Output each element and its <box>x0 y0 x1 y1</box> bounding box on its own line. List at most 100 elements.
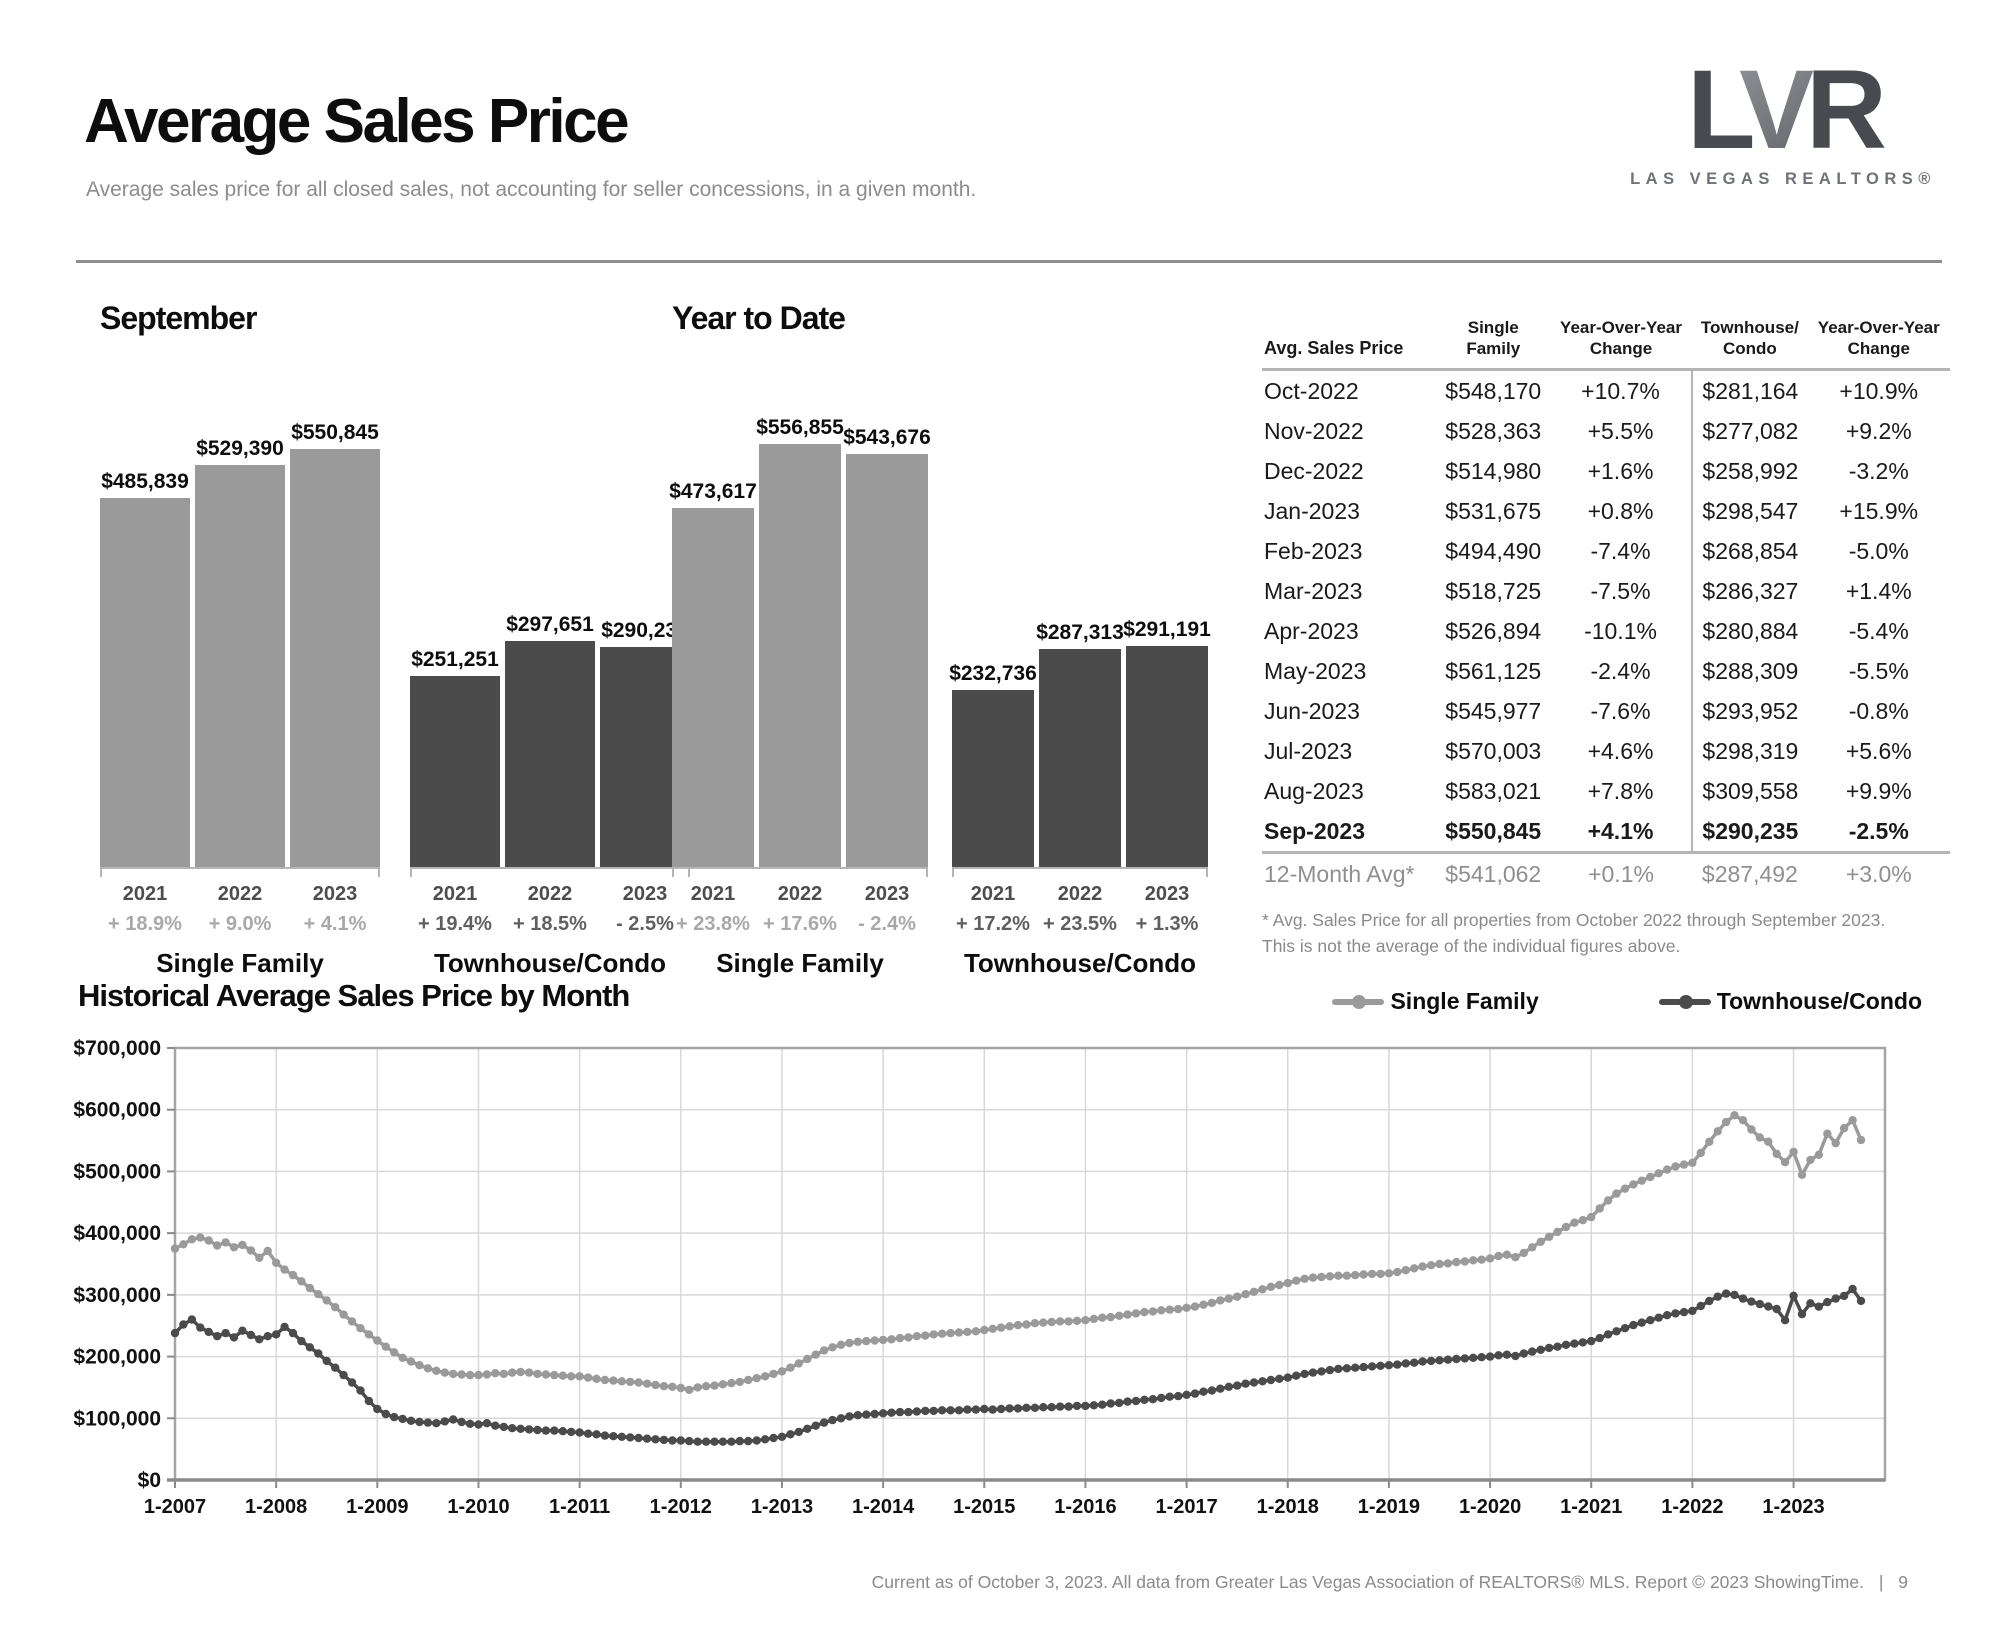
data-point-single-family <box>533 1369 542 1379</box>
cell-th-chg: +9.9% <box>1845 777 1912 804</box>
data-point-single-family <box>1401 1266 1411 1275</box>
data-point-townhouse-condo <box>533 1425 542 1435</box>
data-point-townhouse-condo <box>1789 1291 1798 1300</box>
cell-th: $288,309 <box>1691 651 1808 692</box>
data-point-townhouse-condo <box>769 1433 778 1443</box>
axis-bracket <box>672 867 928 877</box>
bar-single-family-2023 <box>290 449 380 867</box>
data-point-townhouse-condo <box>1367 1362 1377 1371</box>
bar-townhouse-condo-2022 <box>505 641 595 867</box>
data-point-single-family <box>626 1377 635 1387</box>
data-point-townhouse-condo <box>1258 1377 1267 1386</box>
data-point-townhouse-condo <box>491 1421 500 1430</box>
data-point-townhouse-condo <box>862 1410 871 1419</box>
cell-th: $293,952 <box>1691 691 1808 732</box>
cell-sf: $514,980 <box>1445 457 1542 484</box>
data-point-townhouse-condo <box>567 1427 576 1437</box>
bar-townhouse-condo-2021 <box>952 690 1034 867</box>
data-point-single-family <box>971 1327 981 1336</box>
bar-value-label: $287,313 <box>1036 621 1124 644</box>
legend-item-single-family: Single Family <box>1332 988 1539 1015</box>
data-point-single-family <box>1030 1319 1040 1328</box>
data-point-townhouse-condo <box>1157 1393 1166 1403</box>
data-point-single-family <box>1528 1243 1537 1252</box>
yoy-change-label: - 2.4% <box>858 913 916 935</box>
data-point-townhouse-condo <box>322 1356 331 1366</box>
cell-sf-chg: +0.1% <box>1588 860 1654 887</box>
change-labels-row: + 18.9% + 9.0% + 4.1% <box>100 913 380 936</box>
data-point-single-family <box>1258 1285 1267 1294</box>
data-point-townhouse-condo <box>1452 1354 1461 1364</box>
cell-th: $298,319 <box>1691 731 1808 772</box>
x-axis-label: 1-2020 <box>1459 1496 1521 1518</box>
page-number: 9 <box>1898 1572 1908 1592</box>
data-point-townhouse-condo <box>1351 1363 1360 1372</box>
data-point-single-family <box>1856 1135 1866 1145</box>
data-point-single-family <box>179 1240 188 1249</box>
cell-th-chg: +5.6% <box>1845 737 1912 764</box>
data-point-townhouse-condo <box>1047 1403 1056 1412</box>
bar-value-label: $485,839 <box>101 470 189 493</box>
cell-month: May-2023 <box>1264 657 1367 684</box>
data-point-single-family <box>238 1240 247 1250</box>
data-point-single-family <box>390 1348 399 1357</box>
yoy-change-label: + 4.1% <box>303 913 367 935</box>
cell-sf: $528,363 <box>1445 417 1542 444</box>
data-point-townhouse-condo <box>887 1408 896 1417</box>
data-point-townhouse-condo <box>1055 1402 1065 1411</box>
yoy-change-label: + 17.6% <box>763 913 837 935</box>
data-point-single-family <box>668 1382 677 1391</box>
data-point-single-family <box>1772 1149 1781 1159</box>
bar-column-2021: $485,839 <box>100 470 190 867</box>
data-point-townhouse-condo <box>1224 1382 1234 1391</box>
data-point-single-family <box>491 1369 500 1378</box>
data-point-townhouse-condo <box>1401 1359 1411 1368</box>
data-point-townhouse-condo <box>170 1328 180 1338</box>
line-chart-legend: Single Family Townhouse/Condo <box>1332 988 1922 1015</box>
september-chart-title: September <box>100 300 257 336</box>
cell-th: $309,558 <box>1691 771 1808 812</box>
table-row-jun-2023: Jun-2023 $545,977 -7.6% $293,952 -0.8% <box>1262 691 1950 732</box>
data-point-single-family <box>1233 1292 1242 1301</box>
x-axis-label: 1-2011 <box>549 1496 610 1518</box>
data-point-townhouse-condo <box>474 1420 483 1429</box>
data-point-single-family <box>1797 1170 1807 1179</box>
cell-th-chg: +1.4% <box>1845 577 1912 604</box>
data-point-townhouse-condo <box>1384 1361 1394 1370</box>
cell-sf: $541,062 <box>1445 860 1542 887</box>
data-point-single-family <box>558 1371 567 1380</box>
data-point-townhouse-condo <box>1376 1361 1385 1370</box>
page-title: Average Sales Price <box>84 87 630 156</box>
data-point-single-family <box>836 1340 846 1349</box>
data-point-townhouse-condo <box>1502 1350 1512 1359</box>
data-point-single-family <box>1595 1204 1604 1213</box>
x-axis-label: 1-2021 <box>1560 1496 1622 1518</box>
data-point-townhouse-condo <box>575 1428 584 1437</box>
bar-value-label: $251,251 <box>411 648 499 671</box>
cell-sf-chg: +4.6% <box>1587 737 1654 764</box>
cell-th-chg: +10.9% <box>1839 377 1919 404</box>
cell-th: $280,884 <box>1691 611 1808 652</box>
cell-th-chg: -2.5% <box>1848 817 1909 844</box>
data-point-single-family <box>600 1375 610 1385</box>
cell-sf: $531,675 <box>1445 497 1542 524</box>
data-point-townhouse-condo <box>912 1407 921 1416</box>
year-labels-row: 2021 2022 2023 <box>672 883 928 906</box>
data-point-single-family <box>1780 1158 1790 1167</box>
bar-group-townhouse-condo: $251,251 $297,651 $290,235 2021 2022 2023 + 19… <box>410 395 690 979</box>
bar-group-townhouse-condo: $232,736 $287,313 $291,191 2021 2022 2023 + 17… <box>949 395 1211 979</box>
bar-column-2022: $529,390 <box>195 437 285 867</box>
data-point-single-family <box>1443 1259 1453 1268</box>
data-point-single-family <box>457 1370 466 1379</box>
data-point-townhouse-condo <box>870 1409 879 1419</box>
data-point-single-family <box>1764 1137 1773 1146</box>
data-point-townhouse-condo <box>727 1437 736 1446</box>
data-point-single-family <box>794 1359 803 1368</box>
data-point-single-family <box>735 1377 744 1387</box>
table-row-aug-2023: Aug-2023 $583,021 +7.8% $309,558 +9.9% <box>1262 771 1950 812</box>
cell-sf: $545,977 <box>1445 697 1542 724</box>
data-point-single-family <box>887 1335 896 1344</box>
yoy-change-label: + 9.0% <box>208 913 272 935</box>
bar-value-label: $232,736 <box>949 662 1037 685</box>
data-point-single-family <box>1671 1162 1680 1171</box>
